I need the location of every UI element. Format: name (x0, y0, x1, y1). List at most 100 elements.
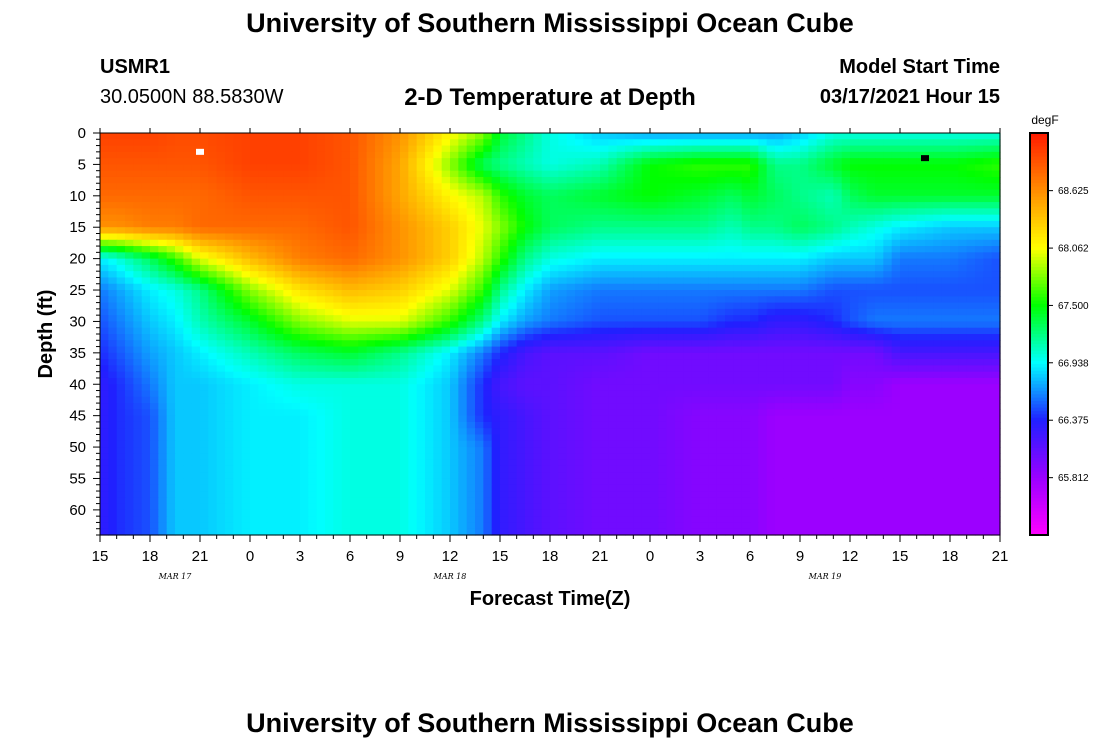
heatmap-cell (291, 139, 301, 147)
heatmap-cell (825, 246, 834, 253)
heatmap-cell (925, 409, 934, 417)
heatmap-cell (283, 214, 293, 222)
heatmap-cell (950, 145, 959, 153)
heatmap-cell (591, 189, 601, 197)
heatmap-cell (650, 133, 659, 140)
heatmap-cell (391, 296, 401, 304)
heatmap-cell (433, 139, 443, 147)
heatmap-cell (358, 340, 368, 348)
heatmap-cell (558, 390, 568, 398)
heatmap-cell (916, 176, 926, 184)
heatmap-cell (183, 139, 193, 147)
heatmap-cell (375, 321, 384, 329)
heatmap-cell (308, 352, 318, 360)
heatmap-cell (983, 334, 993, 341)
heatmap-cell (316, 415, 326, 423)
heatmap-cell (266, 396, 276, 404)
heatmap-cell (158, 277, 168, 285)
heatmap-cell (183, 176, 193, 184)
heatmap-cell (716, 277, 726, 285)
heatmap-cell (750, 227, 759, 235)
heatmap-cell (383, 377, 393, 385)
heatmap-cell (191, 365, 201, 373)
heatmap-cell (741, 139, 751, 147)
heatmap-cell (266, 258, 276, 266)
heatmap-cell (291, 195, 301, 203)
heatmap-cell (775, 239, 784, 247)
heatmap-cell (391, 170, 401, 178)
heatmap-cell (666, 151, 676, 159)
heatmap-cell (541, 277, 551, 285)
heatmap-cell (891, 214, 901, 222)
heatmap-cell (508, 246, 518, 253)
heatmap-cell (891, 220, 901, 228)
heatmap-cell (333, 340, 343, 348)
heatmap-cell (116, 202, 126, 209)
heatmap-cell (725, 346, 734, 354)
heatmap-cell (150, 377, 159, 385)
heatmap-cell (416, 290, 426, 297)
heatmap-cell (958, 233, 968, 241)
heatmap-cell (350, 327, 359, 335)
heatmap-cell (883, 371, 893, 379)
heatmap-cell (125, 415, 134, 423)
heatmap-cell (783, 258, 793, 266)
heatmap-cell (575, 277, 584, 285)
heatmap-cell (133, 315, 143, 323)
heatmap-cell (825, 396, 834, 404)
heatmap-cell (683, 208, 693, 216)
heatmap-cell (758, 208, 768, 216)
heatmap-cell (791, 170, 801, 178)
heatmap-cell (591, 208, 601, 216)
heatmap-cell (233, 233, 243, 241)
heatmap-cell (533, 371, 543, 379)
heatmap-cell (483, 334, 493, 341)
heatmap-cell (775, 170, 784, 178)
heatmap-cell (875, 233, 884, 241)
heatmap-cell (316, 409, 326, 417)
heatmap-cell (550, 296, 559, 304)
heatmap-cell (958, 384, 968, 392)
heatmap-cell (641, 220, 651, 228)
heatmap-cell (933, 277, 943, 285)
heatmap-cell (816, 390, 826, 398)
heatmap-cell (608, 227, 618, 235)
heatmap-cell (875, 296, 884, 304)
heatmap-cell (266, 390, 276, 398)
heatmap-cell (408, 239, 418, 247)
heatmap-cell (483, 252, 493, 260)
heatmap-cell (125, 421, 134, 429)
heatmap-cell (316, 233, 326, 241)
heatmap-cell (408, 220, 418, 228)
heatmap-cell (983, 277, 993, 285)
heatmap-cell (241, 371, 251, 379)
heatmap-cell (625, 202, 634, 209)
heatmap-cell (175, 365, 184, 373)
heatmap-cell (875, 220, 884, 228)
heatmap-cell (525, 264, 534, 272)
heatmap-cell (833, 302, 843, 310)
heatmap-cell (850, 189, 859, 197)
heatmap-cell (383, 214, 393, 222)
heatmap-cell (233, 352, 243, 360)
heatmap-cell (791, 258, 801, 266)
heatmap-cell (216, 409, 226, 417)
heatmap-cell (891, 334, 901, 341)
heatmap-cell (533, 346, 543, 354)
heatmap-cell (316, 283, 326, 291)
heatmap-cell (783, 227, 793, 235)
heatmap-cell (300, 258, 309, 266)
heatmap-cell (783, 396, 793, 404)
heatmap-cell (108, 334, 118, 341)
heatmap-cell (616, 170, 626, 178)
heatmap-cell (191, 409, 201, 417)
heatmap-cell (883, 202, 893, 209)
heatmap-cell (750, 340, 759, 348)
heatmap-cell (483, 283, 493, 291)
heatmap-cell (325, 264, 334, 272)
heatmap-cell (891, 133, 901, 140)
heatmap-cell (750, 176, 759, 184)
heatmap-cell (775, 315, 784, 323)
heatmap-cell (825, 258, 834, 266)
heatmap-cell (983, 139, 993, 147)
